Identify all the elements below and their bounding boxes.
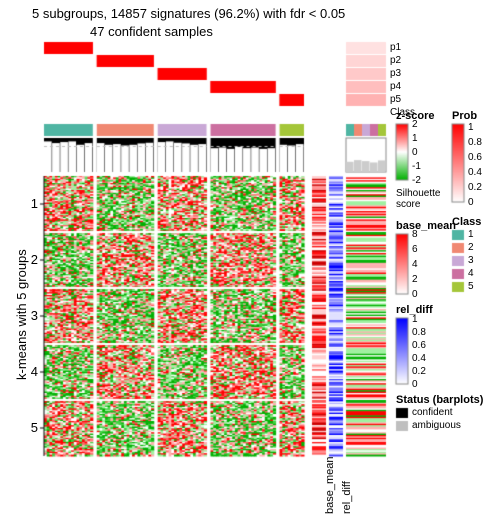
row-label: p2 bbox=[390, 55, 401, 66]
legend-tick: -1 bbox=[412, 161, 421, 172]
legend-class-item: 2 bbox=[468, 242, 474, 253]
x-label: base_mean bbox=[324, 457, 336, 514]
x-label: rel_diff bbox=[341, 481, 353, 514]
legend-tick: 0.8 bbox=[412, 327, 426, 338]
legend-tick: 2 bbox=[412, 274, 418, 285]
legend-prob-title: Prob bbox=[452, 110, 477, 122]
ytick: 3 bbox=[20, 308, 38, 323]
legend-basemean-title: base_mean bbox=[396, 220, 456, 232]
legend-tick: 6 bbox=[412, 244, 418, 255]
legend-tick: 0.8 bbox=[468, 137, 482, 148]
legend-tick: 0.2 bbox=[468, 182, 482, 193]
legend-tick: 0 bbox=[412, 379, 418, 390]
legend-class-item: 5 bbox=[468, 281, 474, 292]
legend-class-item: 1 bbox=[468, 229, 474, 240]
legend-tick: 0.2 bbox=[412, 366, 426, 377]
legend-tick: 8 bbox=[412, 229, 418, 240]
legend-status-title: Status (barplots) bbox=[396, 394, 483, 406]
ytick: 1 bbox=[20, 196, 38, 211]
legend-tick: 1 bbox=[412, 314, 418, 325]
legend-tick: 0.6 bbox=[412, 340, 426, 351]
row-label: p1 bbox=[390, 42, 401, 53]
row-label: p3 bbox=[390, 68, 401, 79]
legend-status-item: ambiguous bbox=[412, 420, 461, 431]
row-label: p5 bbox=[390, 94, 401, 105]
legend-class-item: 4 bbox=[468, 268, 474, 279]
legend-class-title: Class bbox=[452, 216, 481, 228]
ytick: 4 bbox=[20, 364, 38, 379]
ytick: 2 bbox=[20, 252, 38, 267]
legend-sil: score bbox=[396, 199, 420, 210]
legend-tick: 4 bbox=[412, 259, 418, 270]
row-label: p4 bbox=[390, 81, 401, 92]
legend-tick: 0 bbox=[412, 289, 418, 300]
legend-tick: 0 bbox=[468, 197, 474, 208]
legend-tick: 2 bbox=[412, 119, 418, 130]
legend-tick: -2 bbox=[412, 175, 421, 186]
legend-tick: 1 bbox=[468, 122, 474, 133]
legend-class-item: 3 bbox=[468, 255, 474, 266]
legend-tick: 0 bbox=[412, 147, 418, 158]
legend-tick: 0.6 bbox=[468, 152, 482, 163]
legend-tick: 0.4 bbox=[468, 167, 482, 178]
ytick: 5 bbox=[20, 420, 38, 435]
legend-tick: 1 bbox=[412, 133, 418, 144]
legend-sil: Silhouette bbox=[396, 188, 440, 199]
legend-tick: 0.4 bbox=[412, 353, 426, 364]
legend-status-item: confident bbox=[412, 407, 453, 418]
